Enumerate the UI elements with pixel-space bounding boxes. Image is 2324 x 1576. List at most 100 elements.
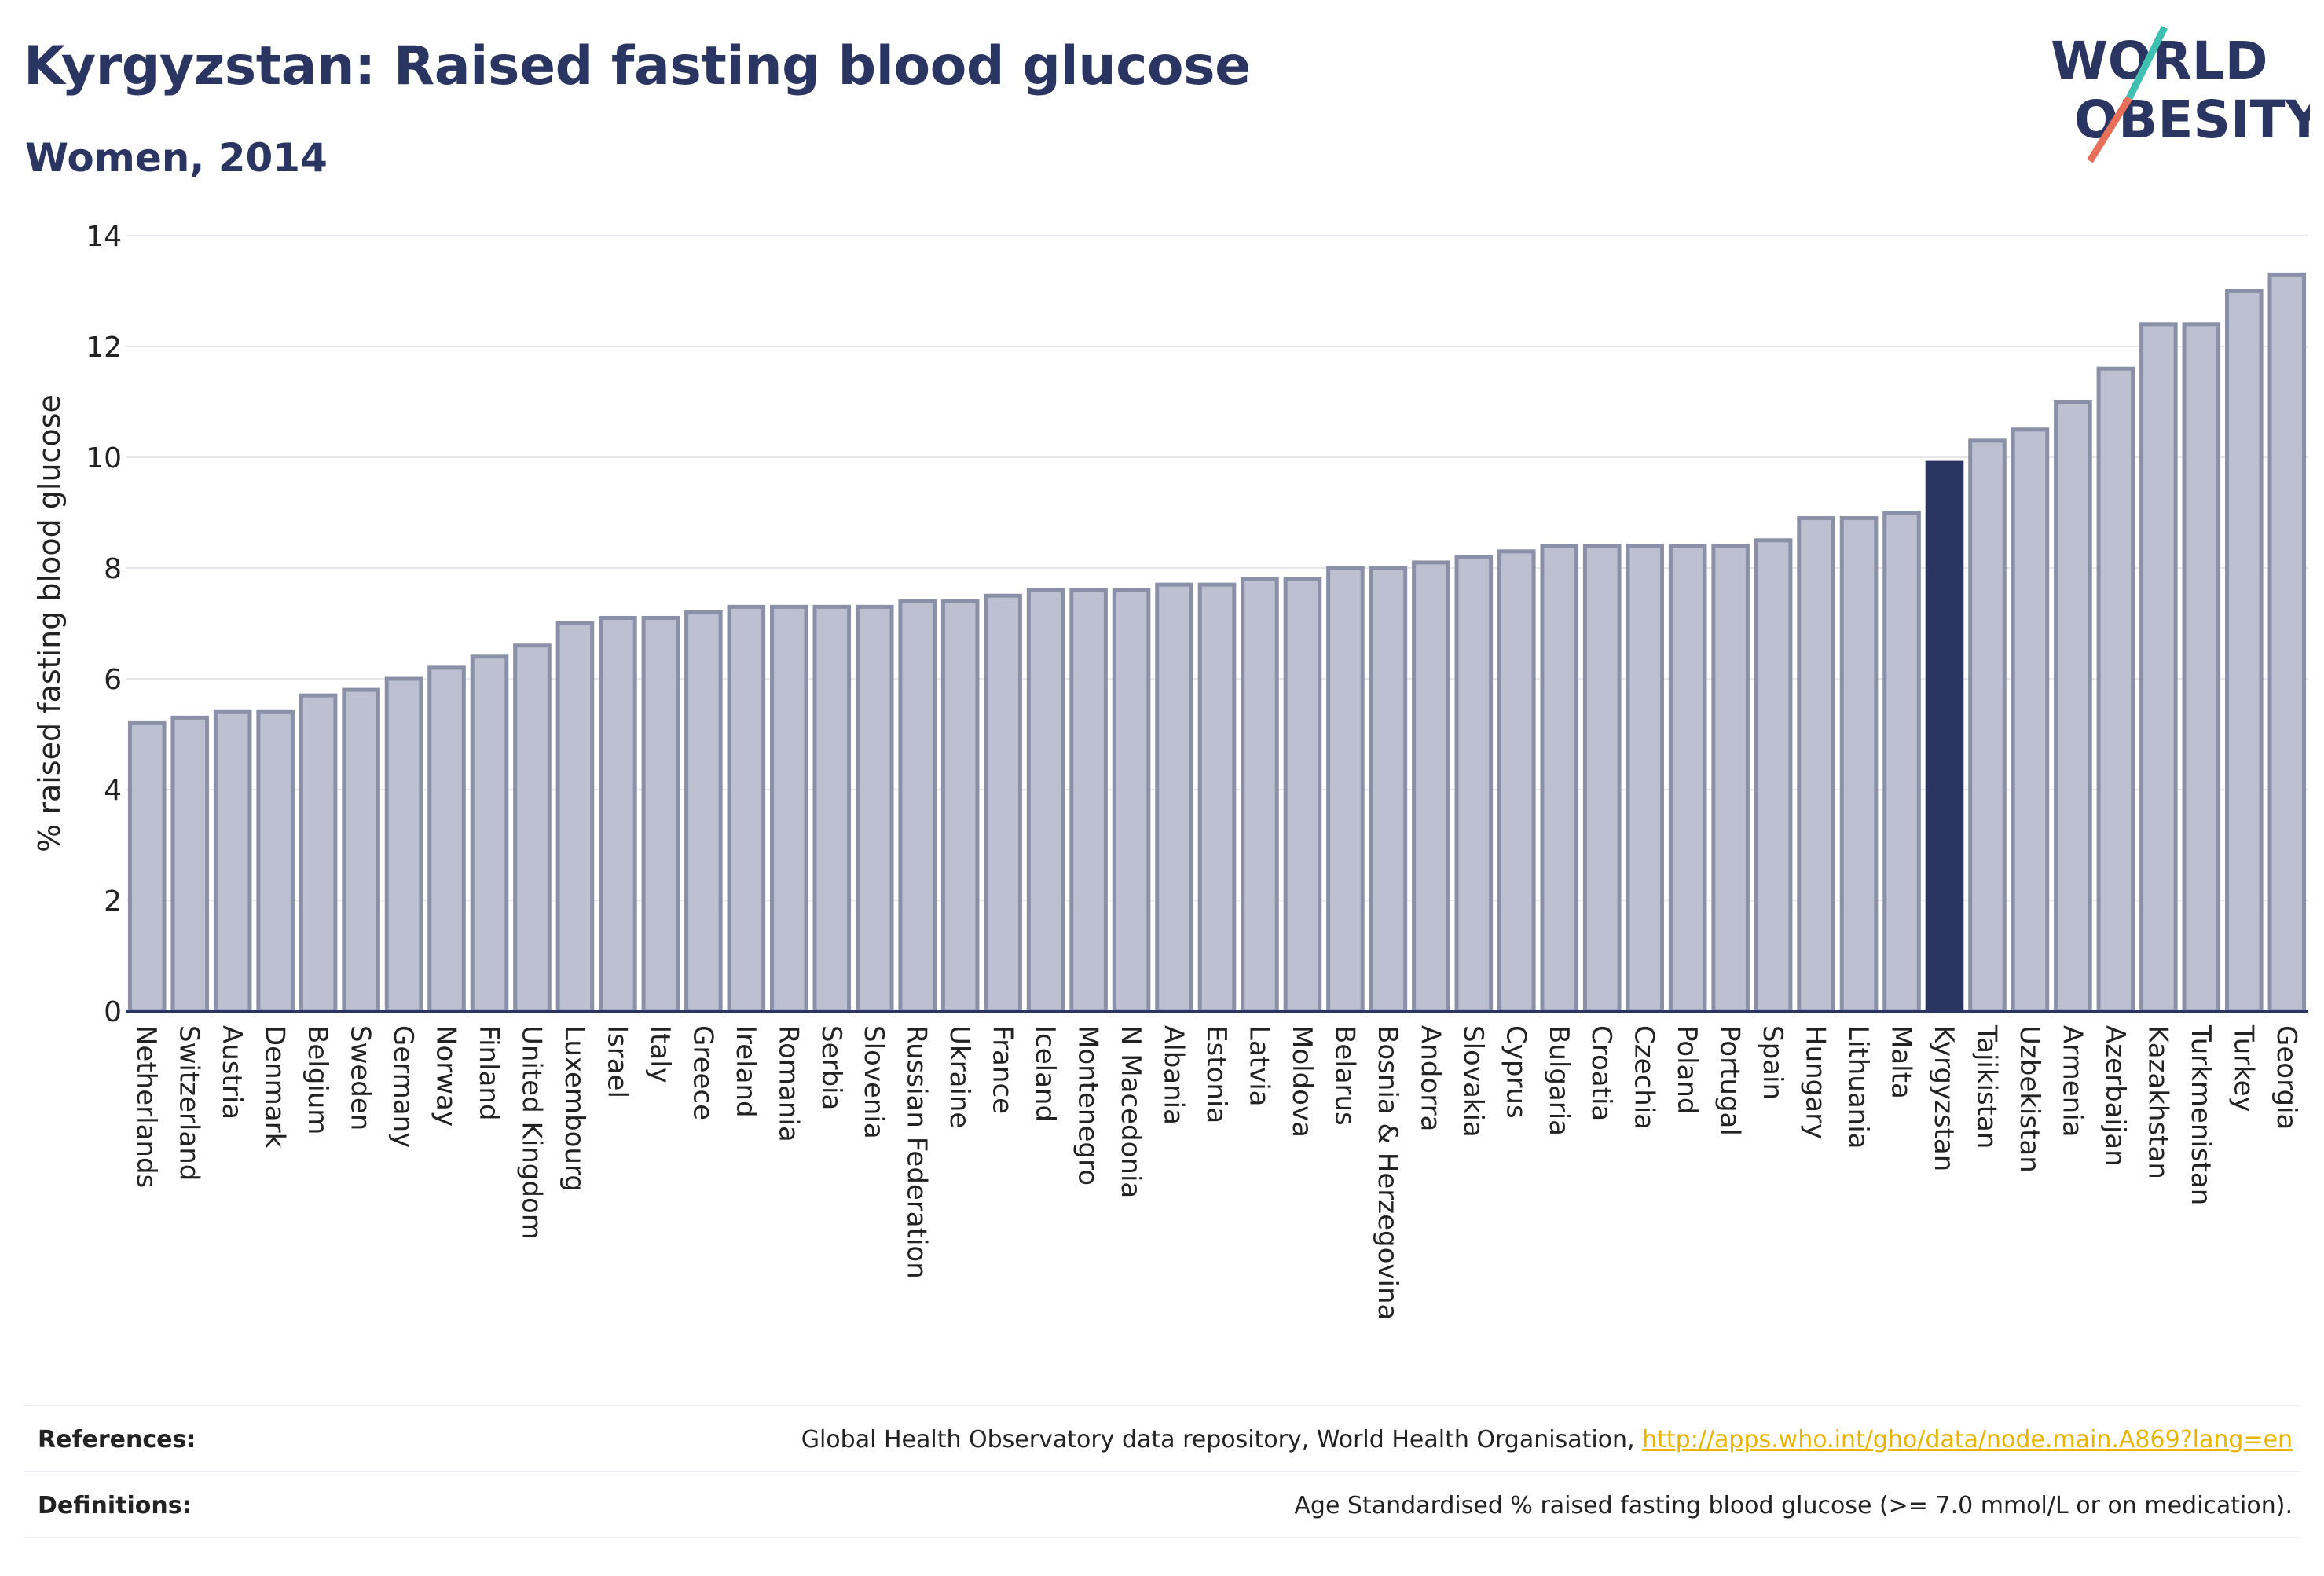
x-tick-label: France xyxy=(987,1025,1018,1114)
logo-slash-teal xyxy=(2125,25,2168,101)
y-tick-label: 6 xyxy=(104,664,122,696)
x-tick-label: Iceland xyxy=(1029,1025,1061,1122)
x-tick-label: Andorra xyxy=(1414,1025,1446,1131)
x-tick-label: Netherlands xyxy=(130,1025,162,1188)
x-tick-label: Turkey xyxy=(2227,1024,2259,1112)
bar-latvia xyxy=(1241,577,1279,1013)
x-tick-label: Uzbekistan xyxy=(2014,1025,2045,1173)
x-tick-label: Germany xyxy=(387,1025,419,1148)
bar-portugal xyxy=(1711,544,1750,1013)
references-label: References: xyxy=(38,1425,196,1453)
x-tick-label: Israel xyxy=(601,1025,632,1098)
bar-netherlands xyxy=(127,720,167,1013)
y-tick-label: 0 xyxy=(104,996,122,1028)
footer-divider-bottom xyxy=(24,1537,2300,1538)
chart-subtitle: Women, 2014 xyxy=(25,135,328,181)
x-tick-label: Albania xyxy=(1158,1025,1189,1125)
x-tick-label: Austria xyxy=(216,1025,247,1120)
world-obesity-logo: WORLD OBESITY xyxy=(2051,25,2310,163)
x-tick-label: Lithuania xyxy=(1842,1025,1874,1149)
bar-moldova xyxy=(1283,577,1322,1013)
y-tick-label: 12 xyxy=(86,332,122,364)
x-tick-label: Norway xyxy=(431,1025,462,1127)
references-link[interactable]: http://apps.who.int/gho/data/node.main.A… xyxy=(1642,1425,2293,1453)
x-tick-label: Italy xyxy=(644,1025,676,1083)
definitions-text: Age Standardised % raised fasting blood … xyxy=(1294,1491,2293,1519)
bar-andorra xyxy=(1412,560,1450,1013)
y-tick-label: 2 xyxy=(104,885,122,918)
footer-divider-top xyxy=(24,1405,2300,1406)
references-value: Global Health Observatory data repositor… xyxy=(801,1426,2300,1453)
x-tick-label: Moldova xyxy=(1286,1025,1318,1138)
x-tick-label: Russian Federation xyxy=(901,1025,933,1279)
x-tick-label: Tajikistan xyxy=(1970,1024,2002,1149)
x-tick-label: Belarus xyxy=(1329,1025,1360,1126)
x-tick-label: United Kingdom xyxy=(515,1025,547,1240)
bar-belarus xyxy=(1326,566,1365,1013)
bar-n-macedonia xyxy=(1112,588,1151,1013)
bar-albania xyxy=(1155,582,1193,1013)
bar-spain xyxy=(1754,538,1793,1013)
x-tick-label: Switzerland xyxy=(174,1025,205,1181)
y-axis-label: % raised fasting blood glucose xyxy=(32,394,67,852)
x-tick-label: Kazakhstan xyxy=(2142,1025,2173,1179)
definitions-label: Definitions: xyxy=(38,1491,192,1519)
x-tick-label: Turkmenistan xyxy=(2185,1024,2216,1205)
y-tick-label: 10 xyxy=(86,442,122,475)
x-tick-label: Bulgaria xyxy=(1543,1025,1574,1136)
bar-ireland xyxy=(727,604,766,1013)
bar-georgia xyxy=(2267,272,2307,1013)
bar-kazakhstan xyxy=(2139,322,2178,1013)
bar-malta xyxy=(1882,511,1921,1013)
bar-italy xyxy=(641,615,680,1013)
bar-denmark xyxy=(256,709,295,1013)
bar-switzerland xyxy=(170,715,209,1013)
bar-lithuania xyxy=(1839,516,1879,1013)
x-axis-ticks: Netherlands Switzerland Austria Denmark Belg… xyxy=(130,1024,2302,1320)
bars xyxy=(127,272,2307,1013)
bar-bulgaria xyxy=(1540,544,1579,1013)
x-tick-label: Belgium xyxy=(302,1025,333,1134)
x-tick-label: Slovenia xyxy=(858,1025,889,1139)
y-tick-label: 4 xyxy=(104,775,122,807)
x-tick-label: Latvia xyxy=(1243,1025,1274,1107)
bar-armenia xyxy=(2054,400,2092,1013)
bar-croatia xyxy=(1582,544,1622,1013)
x-tick-label: Slovakia xyxy=(1457,1025,1489,1138)
bar-israel xyxy=(599,615,637,1013)
bar-united-kingdom xyxy=(513,643,552,1013)
bar-uzbekistan xyxy=(2011,427,2050,1013)
y-tick-label: 14 xyxy=(86,221,122,253)
x-tick-label: Croatia xyxy=(1585,1025,1617,1121)
x-tick-label: Hungary xyxy=(1800,1025,1831,1139)
bar-hungary xyxy=(1797,516,1835,1013)
x-tick-label: Ireland xyxy=(730,1025,761,1118)
x-tick-label: Luxembourg xyxy=(559,1025,590,1192)
y-axis-ticks: 0 2 4 6 8 10 12 14 xyxy=(86,221,122,1028)
bar-ukraine xyxy=(940,599,980,1013)
x-tick-label: Spain xyxy=(1757,1025,1788,1100)
x-tick-label: Estonia xyxy=(1200,1025,1232,1123)
bar-turkmenistan xyxy=(2182,322,2221,1013)
bar-austria xyxy=(213,709,252,1013)
x-tick-label: Armenia xyxy=(2056,1025,2088,1138)
x-tick-label: Czechia xyxy=(1629,1025,1660,1130)
bar-france xyxy=(984,593,1022,1013)
bar-estonia xyxy=(1197,582,1237,1013)
bar-greece xyxy=(684,610,723,1013)
bar-romania xyxy=(770,604,808,1013)
bar-serbia xyxy=(812,604,852,1013)
bar-slovenia xyxy=(855,604,894,1013)
bar-russian-federation xyxy=(898,599,937,1013)
x-tick-label: Portugal xyxy=(1714,1025,1746,1136)
bar-chart: 0 2 4 6 8 10 12 14 Netherlands Switzerland Austri… xyxy=(32,221,2308,1320)
bar-slovakia xyxy=(1454,555,1494,1013)
x-tick-label: Bosnia & Herzegovina xyxy=(1372,1025,1403,1320)
bar-finland xyxy=(470,654,509,1013)
bar-cyprus xyxy=(1497,549,1536,1013)
x-tick-label: Kyrgyzstan xyxy=(1928,1025,1959,1171)
x-tick-label: Azerbaijan xyxy=(2099,1025,2131,1167)
x-tick-label: Malta xyxy=(1886,1025,1917,1099)
footer-divider-mid xyxy=(24,1471,2300,1472)
references-row: References: Global Health Observatory da… xyxy=(24,1406,2300,1472)
